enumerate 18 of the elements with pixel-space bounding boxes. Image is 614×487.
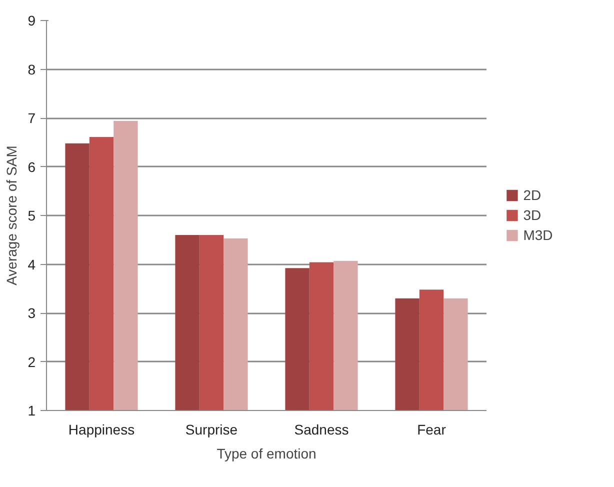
y-tick-label: 6 (28, 158, 36, 175)
legend-label: 2D (523, 187, 542, 203)
x-tick-label: Fear (417, 422, 446, 438)
y-tick-label: 9 (28, 12, 36, 28)
legend-label: 3D (523, 207, 542, 223)
x-tick-label: Sadness (294, 422, 349, 438)
x-tick-label: Happiness (68, 422, 135, 438)
legend-label: M3D (523, 227, 553, 243)
x-axis-title: Type of emotion (216, 446, 316, 462)
y-axis-title: Average score of SAM (4, 146, 20, 286)
y-tick-label: 1 (28, 402, 36, 418)
y-tick-label: 3 (28, 305, 36, 321)
x-tick-label: Surprise (185, 422, 238, 438)
y-tick-label: 4 (28, 256, 36, 272)
y-tick-label: 8 (28, 61, 36, 78)
y-tick-label: 5 (28, 208, 36, 224)
y-tick-label: 7 (28, 110, 36, 126)
y-tick-label: 2 (28, 354, 36, 370)
